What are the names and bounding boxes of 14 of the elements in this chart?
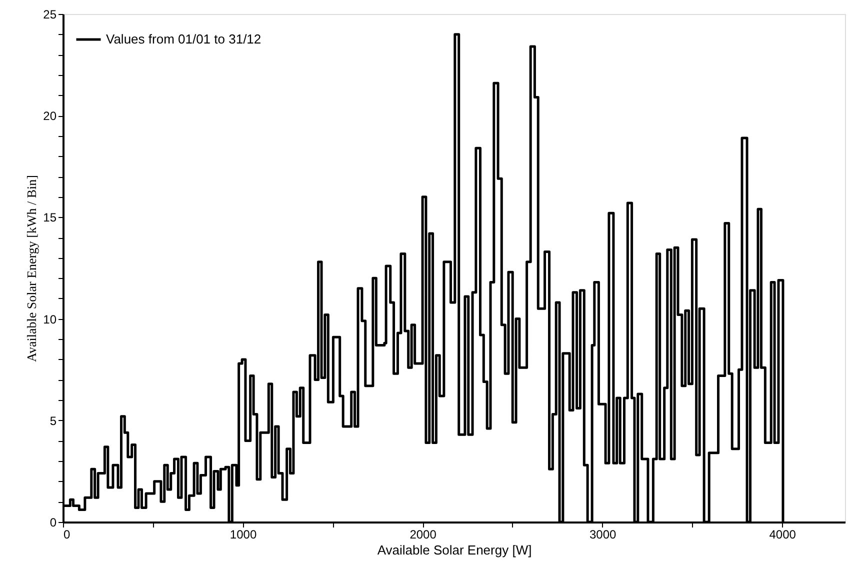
x-tick-label: 3000 (589, 528, 616, 542)
y-tick-label: 25 (43, 8, 57, 22)
x-tick-label: 4000 (769, 528, 796, 542)
y-tick-label: 5 (50, 414, 57, 428)
legend-label: Values from 01/01 to 31/12 (106, 32, 262, 46)
y-tick-label: 20 (43, 109, 57, 124)
y-tick-label: 0 (50, 516, 57, 530)
x-tick-label: 0 (64, 528, 70, 542)
y-tick-label: 10 (43, 312, 57, 326)
y-axis-title: Available Solar Energy [kWh / Bin] (24, 175, 40, 362)
y-tick-label: 15 (43, 210, 57, 225)
x-tick-label: 2000 (410, 528, 437, 542)
x-axis-title: Available Solar Energy [W] (377, 542, 532, 558)
x-tick-label: 1000 (230, 528, 257, 542)
